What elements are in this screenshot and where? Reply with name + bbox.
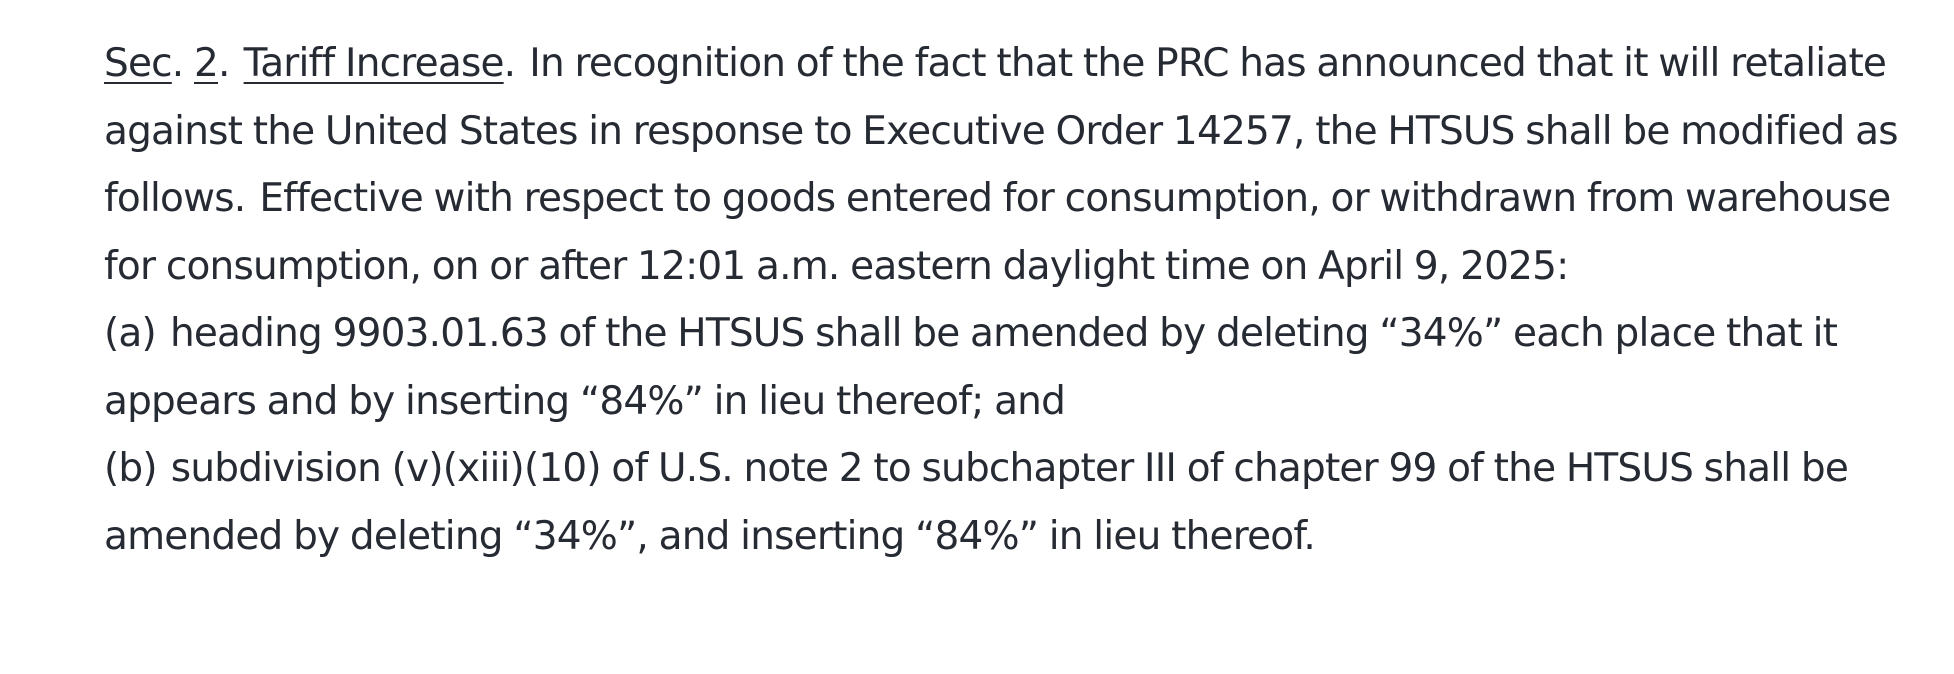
section-effective: Effective with respect to goods entered … — [104, 176, 1891, 289]
section-number: 2 — [194, 41, 219, 86]
item-marker: (a) — [104, 311, 157, 356]
item-marker: (b) — [104, 446, 158, 491]
section-heading: Tariff Increase — [243, 41, 505, 86]
item-text: subdivision (v)(xiii)(10) of U.S. note 2… — [104, 446, 1849, 559]
section-label: Sec — [104, 41, 173, 86]
list-item-a: (a) heading 9903.01.63 of the HTSUS shall… — [104, 300, 1934, 435]
list-item-b: (b) subdivision (v)(xiii)(10) of U.S. not… — [104, 435, 1934, 570]
item-text: heading 9903.01.63 of the HTSUS shall be… — [104, 311, 1838, 424]
section-paragraph: Sec. 2. Tariff Increase. In recognition of… — [104, 41, 1899, 289]
document-body: Sec. 2. Tariff Increase. In recognition of… — [104, 30, 1934, 570]
section-intro: In recognition of the fact that the PRC … — [104, 41, 1899, 221]
